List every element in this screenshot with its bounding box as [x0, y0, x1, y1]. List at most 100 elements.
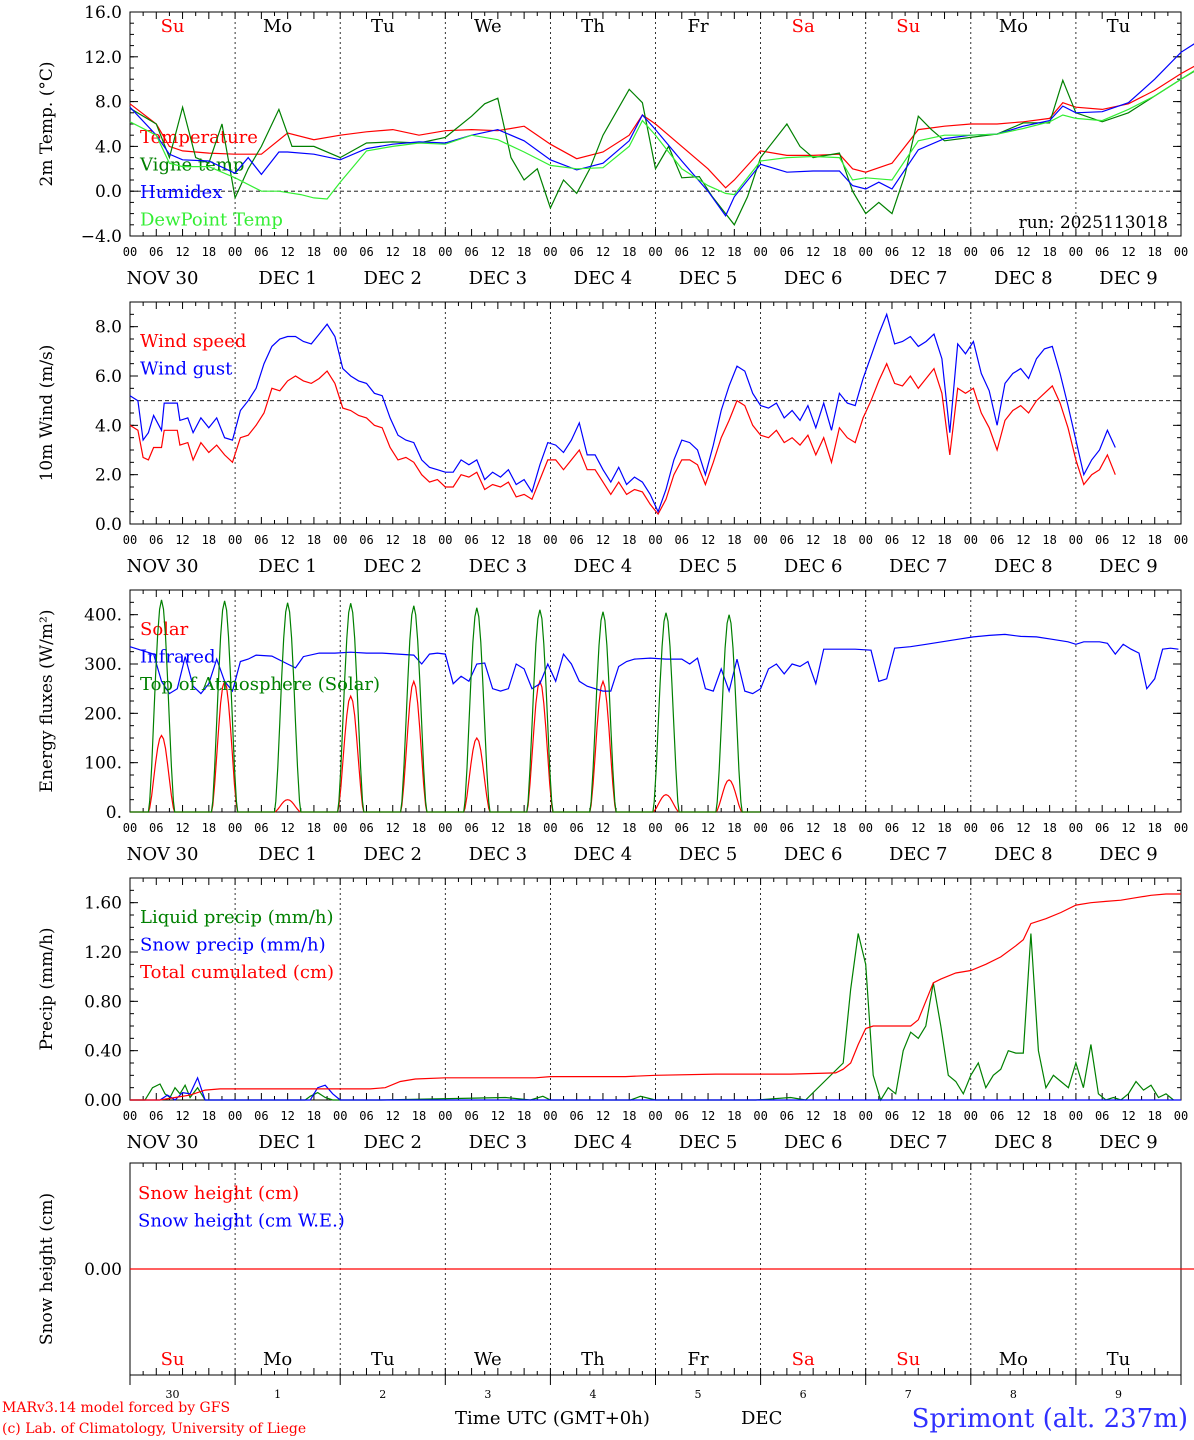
x-hour-label: 12	[1121, 1109, 1135, 1123]
x-hour-label: 00	[123, 821, 137, 835]
x-hour-label: 12	[596, 1109, 610, 1123]
x-hour-label: 12	[175, 1109, 189, 1123]
x-hour-label: 18	[622, 533, 636, 547]
date-label: DEC 8	[994, 556, 1053, 577]
legend-entry: Snow height (cm)	[138, 1183, 299, 1204]
x-hour-label: 00	[964, 245, 978, 259]
station-name: Sprimont (alt. 237m)	[912, 1404, 1188, 1434]
day-name: We	[474, 16, 502, 37]
x-hour-label: 00	[228, 1109, 242, 1123]
y-tick-label: 100.	[84, 754, 122, 774]
date-label: DEC 1	[258, 1132, 317, 1153]
x-hour-label: 00	[1069, 821, 1083, 835]
x-hour-label: 00	[964, 1109, 978, 1123]
x-hour-label: 00	[123, 1109, 137, 1123]
x-hour-label: 06	[1095, 1109, 1109, 1123]
series-wind-speed	[129, 362, 1116, 516]
x-hour-label: 00	[333, 1109, 347, 1123]
y-tick-label: 0.0	[95, 182, 122, 202]
series-snow-precip-mm-h-	[130, 1076, 1181, 1101]
x-hour-label: 12	[1121, 245, 1135, 259]
y-axis-label: 10m Wind (m/s)	[37, 345, 57, 482]
x-hour-label: 06	[675, 245, 689, 259]
x-hour-label: 12	[911, 245, 925, 259]
y-tick-label: 200.	[84, 704, 122, 724]
x-hour-label: 18	[832, 245, 846, 259]
x-hour-label: 00	[1069, 1109, 1083, 1123]
x-hour-label: 12	[491, 821, 505, 835]
x-hour-label: 12	[491, 245, 505, 259]
x-hour-label: 12	[806, 245, 820, 259]
day-name: Mo	[999, 16, 1028, 37]
x-hour-label: 18	[517, 245, 531, 259]
date-label: DEC 5	[679, 268, 738, 289]
y-tick-label: 0.	[106, 803, 122, 823]
x-hour-label: 12	[911, 533, 925, 547]
date-label: DEC 1	[258, 556, 317, 577]
day-name: Tu	[371, 16, 395, 37]
legend-entry: Total cumulated (cm)	[140, 962, 334, 983]
x-hour-label: 12	[701, 245, 715, 259]
x-hour-label: 18	[832, 821, 846, 835]
x-hour-label: 00	[123, 533, 137, 547]
x-hour-label: 12	[386, 533, 400, 547]
x-hour-label: 06	[990, 533, 1004, 547]
date-label: NOV 30	[127, 556, 199, 577]
x-hour-label: 18	[307, 533, 321, 547]
panel-5: 0.00 Snow height (cm) Snow height (cm) Snow…	[37, 1162, 1194, 1401]
x-hour-label: 00	[858, 1109, 872, 1123]
date-label: NOV 30	[127, 268, 199, 289]
x-hour-label: 18	[727, 533, 741, 547]
x-hour-label: 00	[1174, 1109, 1188, 1123]
x-hour-label: 00	[1174, 533, 1188, 547]
x-hour-label: 18	[832, 1109, 846, 1123]
x-hour-label: 06	[780, 245, 794, 259]
day-name: Su	[161, 1349, 185, 1370]
panel-4: 1.60 1.20 0.80 0.40 0.00 Precip (mm/h) Liquid …	[37, 877, 1188, 1153]
x-hour-label: 18	[202, 1109, 216, 1123]
x-hour-label: 18	[412, 245, 426, 259]
model-credit: MARv3.14 model forced by GFS	[2, 1400, 230, 1416]
day-name: Mo	[263, 1349, 292, 1370]
day-number: 5	[695, 1388, 702, 1401]
x-hour-label: 18	[307, 821, 321, 835]
x-hour-label: 00	[543, 245, 557, 259]
y-tick-label: −4.0	[81, 227, 122, 247]
x-hour-label: 06	[254, 245, 268, 259]
x-hour-label: 12	[806, 533, 820, 547]
x-hour-label: 00	[648, 245, 662, 259]
y-tick-label: 0.40	[84, 1042, 122, 1062]
x-hour-label: 12	[1121, 821, 1135, 835]
x-hour-label: 06	[149, 245, 163, 259]
x-hour-label: 00	[964, 821, 978, 835]
y-axis-label: Snow height (cm)	[37, 1193, 57, 1345]
day-number: 6	[800, 1388, 807, 1401]
date-label: DEC 3	[469, 844, 528, 865]
x-hour-label: 00	[228, 821, 242, 835]
x-hour-label: 06	[1095, 245, 1109, 259]
x-hour-label: 12	[280, 821, 294, 835]
date-label: DEC 5	[679, 556, 738, 577]
x-hour-label: 06	[675, 533, 689, 547]
x-hour-label: 06	[464, 245, 478, 259]
x-hour-label: 12	[386, 245, 400, 259]
x-hour-label: 12	[386, 821, 400, 835]
y-axis-label: Precip (mm/h)	[37, 927, 57, 1050]
x-hour-label: 18	[1042, 1109, 1056, 1123]
x-hour-label: 00	[438, 821, 452, 835]
x-hour-label: 06	[569, 821, 583, 835]
x-hour-label: 00	[753, 533, 767, 547]
x-hour-label: 06	[990, 821, 1004, 835]
date-label: DEC 9	[1099, 556, 1158, 577]
y-tick-label: 12.0	[84, 48, 122, 68]
x-hour-label: 12	[1016, 533, 1030, 547]
y-tick-label: 400.	[84, 606, 122, 626]
x-hour-label: 18	[307, 1109, 321, 1123]
x-hour-label: 18	[1042, 821, 1056, 835]
date-label: NOV 30	[127, 844, 199, 865]
x-hour-label: 18	[1147, 245, 1161, 259]
x-hour-label: 18	[307, 245, 321, 259]
x-hour-label: 12	[911, 1109, 925, 1123]
legend-entry: Snow height (cm W.E.)	[138, 1211, 345, 1232]
